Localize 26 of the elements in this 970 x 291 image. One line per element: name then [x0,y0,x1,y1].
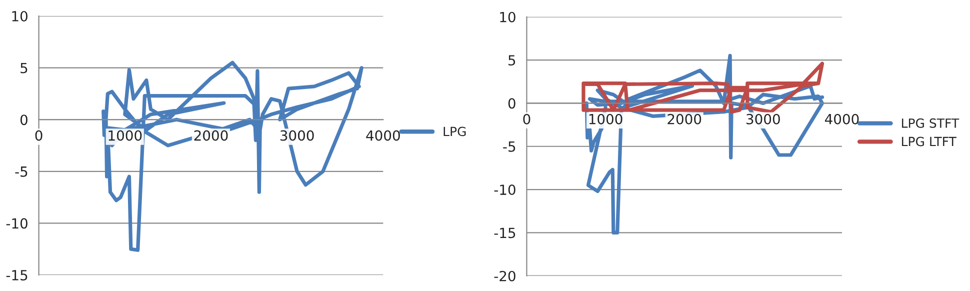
legend-label: LPG LTFT [902,136,956,146]
y-tick-label: -20 [494,270,516,282]
x-tick-label: 2000 [194,130,228,141]
x-tick-label: 3000 [280,130,314,141]
x-tick-label: 2000 [668,114,702,124]
y-tick-label: 5 [20,62,28,74]
y-tick-label: -5 [503,142,516,152]
y-tick-label: 10 [500,12,516,22]
y-tick-label: -10 [494,184,516,196]
legend-label: LPG STFT [902,118,960,128]
y-tick-label: 5 [508,55,516,66]
y-tick-label: -5 [15,166,28,177]
x-tick-label: 1000 [108,130,142,141]
y-tick-label: -15 [494,228,516,238]
y-tick-label: -10 [6,218,28,229]
legend-label: LPG [444,126,466,136]
x-tick-label: 4000 [824,114,859,124]
x-tick-label: 1000 [589,114,622,124]
x-tick-label: 3000 [746,114,780,124]
y-tick-label: 0 [508,98,516,109]
x-tick-label: 0 [523,114,530,124]
x-tick-label: 4000 [366,130,400,141]
x-tick-label: 0 [35,130,42,141]
y-tick-label: -15 [6,270,28,280]
y-tick-label: 10 [12,10,28,22]
line-series [102,60,364,252]
